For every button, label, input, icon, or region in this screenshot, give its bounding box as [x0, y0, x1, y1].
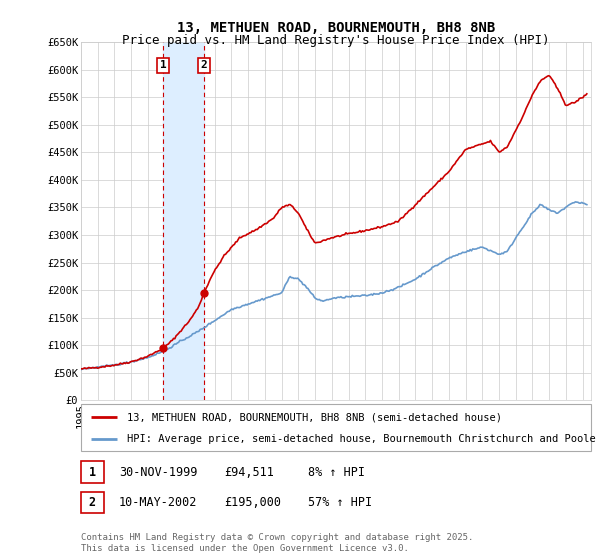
FancyBboxPatch shape	[81, 404, 591, 451]
Text: 1: 1	[160, 60, 167, 71]
Text: 57% ↑ HPI: 57% ↑ HPI	[308, 496, 372, 509]
Text: 1: 1	[89, 465, 96, 479]
Text: £195,000: £195,000	[224, 496, 281, 509]
Text: 13, METHUEN ROAD, BOURNEMOUTH, BH8 8NB (semi-detached house): 13, METHUEN ROAD, BOURNEMOUTH, BH8 8NB (…	[127, 412, 502, 422]
Text: 2: 2	[200, 60, 208, 71]
Text: 30-NOV-1999: 30-NOV-1999	[119, 465, 197, 479]
Text: 13, METHUEN ROAD, BOURNEMOUTH, BH8 8NB: 13, METHUEN ROAD, BOURNEMOUTH, BH8 8NB	[177, 21, 495, 35]
Text: HPI: Average price, semi-detached house, Bournemouth Christchurch and Poole: HPI: Average price, semi-detached house,…	[127, 434, 596, 444]
Text: 2: 2	[89, 496, 96, 509]
Text: £94,511: £94,511	[224, 465, 274, 479]
Text: 10-MAY-2002: 10-MAY-2002	[119, 496, 197, 509]
Bar	[163, 42, 204, 400]
Text: 8% ↑ HPI: 8% ↑ HPI	[308, 465, 365, 479]
Text: Price paid vs. HM Land Registry's House Price Index (HPI): Price paid vs. HM Land Registry's House …	[122, 34, 550, 46]
Text: Contains HM Land Registry data © Crown copyright and database right 2025.
This d: Contains HM Land Registry data © Crown c…	[81, 533, 473, 553]
